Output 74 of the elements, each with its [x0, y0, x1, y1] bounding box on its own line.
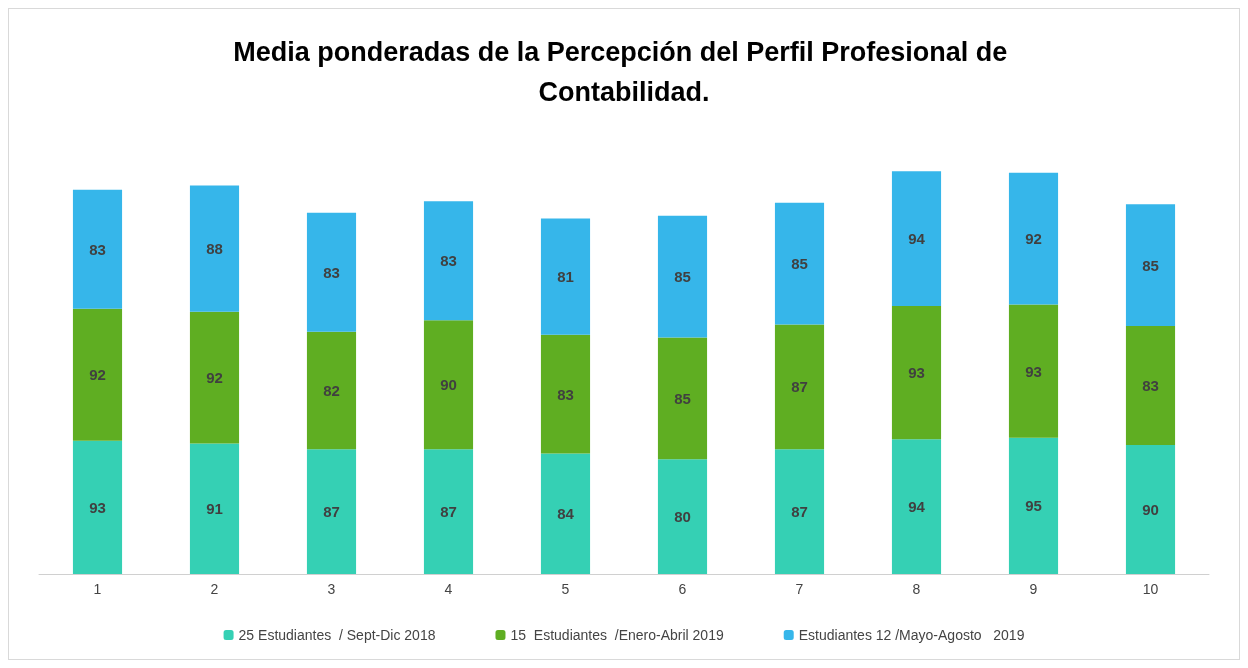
- bar: [1125, 445, 1176, 574]
- bar: [891, 171, 942, 306]
- x-tick-label: 6: [678, 581, 687, 597]
- bar: [189, 443, 240, 574]
- bar: [774, 202, 825, 325]
- bar: [657, 215, 708, 338]
- bar: [657, 459, 708, 574]
- x-tick-label: 10: [1142, 581, 1159, 597]
- chart-title: Media ponderadas de la Percepción del Perfil Profesional de Contabilidad.: [233, 37, 1015, 107]
- data-label: 92: [1025, 230, 1042, 248]
- data-label: 93: [89, 498, 106, 516]
- data-label: 92: [89, 366, 106, 384]
- bar: [540, 334, 591, 454]
- bar: [1125, 204, 1176, 327]
- bar: [423, 201, 474, 321]
- bar: [657, 337, 708, 460]
- data-label: 87: [440, 503, 457, 521]
- bar: [189, 185, 240, 312]
- data-label: 85: [674, 389, 691, 407]
- data-label: 92: [206, 369, 223, 387]
- data-label: 81: [557, 268, 574, 286]
- bar: [891, 305, 942, 440]
- bar: [891, 439, 942, 574]
- bar: [540, 218, 591, 335]
- x-tick-label: 7: [795, 581, 804, 597]
- data-label: 82: [323, 382, 340, 400]
- data-label: 94: [908, 498, 926, 516]
- data-label: 85: [791, 255, 808, 273]
- data-label: 85: [674, 268, 691, 286]
- x-tick-label: 2: [210, 581, 219, 597]
- bar: [774, 449, 825, 574]
- data-label: 90: [1142, 501, 1159, 518]
- data-label: 84: [557, 505, 575, 523]
- data-label: 87: [323, 503, 340, 521]
- x-tick-label: 5: [561, 581, 570, 597]
- bar: [1125, 326, 1176, 445]
- bar: [72, 308, 123, 441]
- x-tick-label: 3: [327, 581, 336, 597]
- bar: [774, 324, 825, 450]
- data-label: 83: [440, 252, 457, 270]
- legend-label: 15 Estudiantes /Enero-Abril 2019: [510, 627, 724, 643]
- bar: [1008, 304, 1059, 438]
- bar: [306, 449, 357, 574]
- data-label: 83: [89, 240, 106, 258]
- data-label: 85: [1142, 256, 1159, 274]
- bar: [1008, 172, 1059, 305]
- data-label: 93: [908, 364, 925, 382]
- data-label: 87: [791, 378, 808, 396]
- data-label: 91: [206, 500, 223, 518]
- data-label: 83: [557, 385, 574, 403]
- bar: [306, 331, 357, 450]
- bar: [189, 311, 240, 444]
- data-label: 87: [791, 503, 808, 521]
- bar: [72, 189, 123, 309]
- bar: [306, 212, 357, 332]
- data-label: 93: [1025, 362, 1042, 380]
- data-label: 94: [908, 230, 926, 248]
- x-tick-label: 1: [93, 581, 102, 597]
- data-label: 88: [206, 240, 223, 258]
- data-label: 83: [1142, 377, 1159, 395]
- bar: [1008, 437, 1059, 574]
- bar: [423, 320, 474, 450]
- bar: [540, 453, 591, 574]
- bar: [423, 449, 474, 574]
- legend-label: 25 Estudiantes / Sept-Dic 2018: [238, 627, 436, 643]
- x-tick-label: 9: [1029, 581, 1038, 597]
- x-tick-label: 8: [912, 581, 921, 597]
- bar: [72, 440, 123, 574]
- legend-label: Estudiantes 12 /Mayo-Agosto 2019: [798, 627, 1025, 643]
- data-label: 90: [440, 376, 457, 394]
- data-label: 83: [323, 263, 340, 281]
- data-label: 95: [1025, 497, 1042, 515]
- x-tick-label: 4: [444, 581, 453, 597]
- data-label: 80: [674, 508, 691, 526]
